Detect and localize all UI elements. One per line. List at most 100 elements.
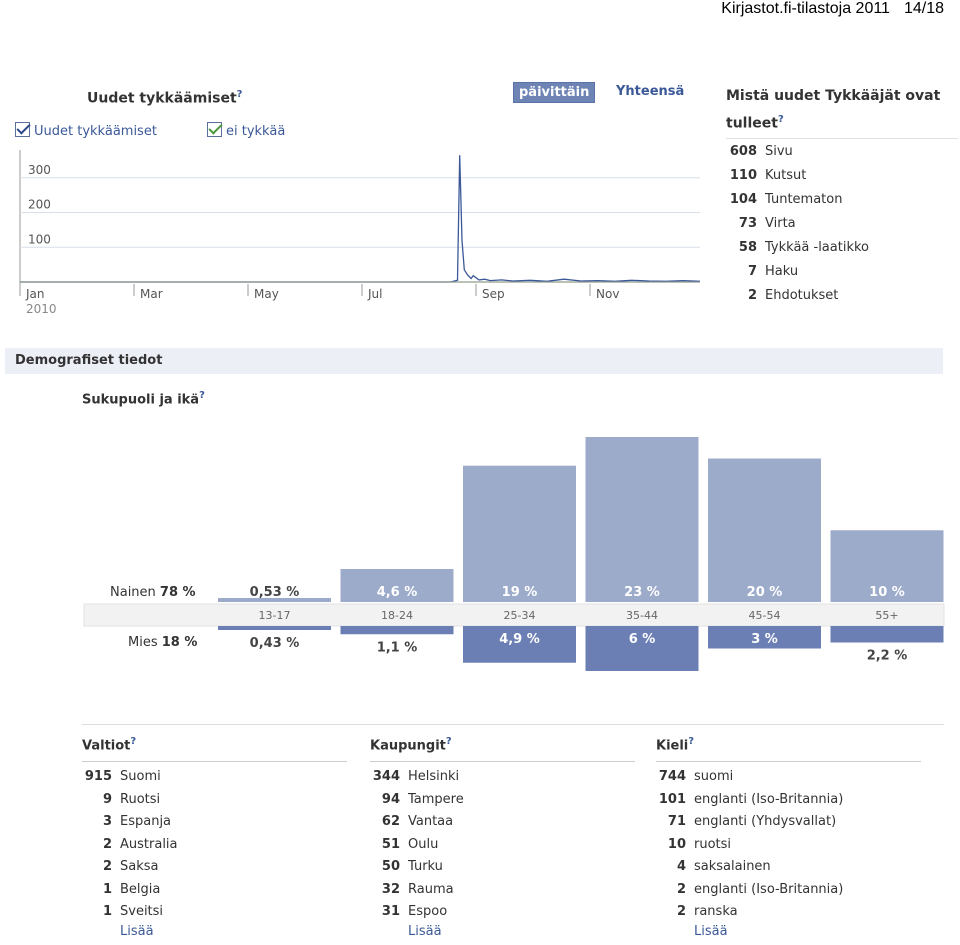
source-count: 58	[738, 240, 757, 255]
demographics-title: Demografiset tiedot	[15, 353, 163, 368]
list-item-count: 62	[381, 814, 400, 830]
x-tick-label: Jul	[367, 287, 382, 301]
y-tick-label: 100	[28, 232, 51, 246]
male-value-label: 6 %	[629, 632, 656, 647]
likes-panel: Uudet tykkäämiset? Uudet tykkäämiset ei …	[15, 80, 705, 325]
source-row: 2 Ehdotukset	[722, 288, 838, 303]
section-divider	[82, 724, 944, 725]
gender-age-bar-chart: Nainen 78 % Mies 18 % 0,53 % 13-17 0,43 % 4,6…	[83, 437, 945, 671]
checkbox-icon[interactable]	[207, 122, 222, 137]
list-item-count: 4	[676, 859, 686, 875]
list-item-label: Ruotsi	[120, 791, 161, 807]
list-item: 10 ruotsi	[656, 834, 921, 857]
female-value-label: 23 %	[624, 585, 660, 600]
list-item-count: 101	[658, 791, 686, 807]
female-bar	[463, 465, 576, 602]
list-item-count: 31	[381, 904, 400, 920]
list-item: 9 Ruotsi	[82, 789, 347, 812]
daily-button[interactable]: päivittäin	[513, 82, 596, 103]
document-header: Kirjastot.fi-tilastoja 2011 14/18	[721, 0, 944, 18]
list-item-count: 94	[381, 791, 400, 807]
list-item-label: Oulu	[408, 836, 439, 852]
source-row: 608 Sivu	[722, 144, 793, 159]
list-item: 62 Vantaa	[370, 811, 635, 834]
male-value-label: 4,9 %	[499, 632, 540, 647]
likes-title: Uudet tykkäämiset?	[87, 89, 242, 107]
list-item: 2 Saksa	[82, 856, 347, 879]
list-item-label: englanti (Iso-Britannia)	[694, 881, 844, 897]
male-value-label: 1,1 %	[377, 640, 418, 655]
age-category-label: 18-24	[381, 609, 413, 622]
female-value-label: 10 %	[869, 585, 905, 600]
countries-title: Valtiot?	[82, 736, 347, 763]
female-bar	[340, 569, 454, 602]
countries-more-link[interactable]: Lisää	[120, 923, 154, 939]
source-row: 110 Kutsut	[722, 168, 806, 183]
legend-unlikes-toggle[interactable]: ei tykkää	[207, 122, 285, 139]
source-label: Tuntematon	[765, 192, 843, 207]
list-item-label: englanti (Iso-Britannia)	[694, 791, 844, 807]
gender-age-title: Sukupuoli ja ikä?	[82, 390, 205, 407]
languages-title: Kieli?	[656, 736, 921, 763]
languages-help-icon[interactable]: ?	[688, 736, 695, 747]
checkbox-icon[interactable]	[15, 122, 30, 137]
list-item-label: saksalainen	[694, 859, 771, 875]
gender-age-help-icon[interactable]: ?	[199, 390, 205, 401]
list-item-count: 51	[381, 836, 400, 852]
source-label: Kutsut	[765, 168, 807, 183]
sources-help-icon[interactable]: ?	[777, 114, 784, 125]
likes-title-text: Uudet tykkäämiset	[87, 90, 237, 107]
list-item-label: Sveitsi	[120, 904, 164, 920]
list-item-count: 744	[658, 769, 686, 785]
list-item-count: 2	[102, 859, 112, 875]
legend-likes-toggle[interactable]: Uudet tykkäämiset	[15, 122, 157, 139]
male-bar	[340, 626, 454, 635]
list-item-label: suomi	[694, 769, 734, 785]
male-label: Mies 18 %	[128, 635, 197, 650]
list-item-label: Suomi	[120, 769, 161, 785]
sources-title-text: Mistä uudet Tykkääjät ovat tulleet	[726, 88, 941, 132]
total-button[interactable]: Yhteensä	[616, 84, 685, 99]
female-bar	[585, 437, 699, 602]
source-label: Virta	[765, 216, 796, 231]
list-item: 2 englanti (Iso-Britannia)	[656, 879, 921, 902]
countries-help-icon[interactable]: ?	[130, 736, 137, 747]
list-item-label: Espanja	[120, 814, 172, 830]
female-value-label: 0,53 %	[250, 585, 300, 600]
cities-title-text: Kaupungit	[370, 738, 446, 754]
list-item-label: Australia	[120, 836, 178, 852]
female-value-label: 20 %	[747, 585, 783, 600]
cities-more-link[interactable]: Lisää	[408, 923, 442, 939]
age-category-label: 25-34	[504, 609, 536, 622]
male-bar	[218, 626, 331, 630]
female-bar	[708, 458, 821, 602]
list-item-count: 2	[102, 836, 112, 852]
source-count: 73	[738, 216, 757, 231]
age-category-label: 55+	[875, 609, 898, 622]
male-bar	[830, 626, 944, 643]
list-item: 4 saksalainen	[656, 856, 921, 879]
list-item-label: ranska	[694, 904, 738, 920]
sources-title: Mistä uudet Tykkääjät ovat tulleet?	[726, 85, 958, 139]
list-item: 94 Tampere	[370, 789, 635, 812]
list-item-count: 3	[102, 814, 112, 830]
female-value-label: 19 %	[502, 585, 538, 600]
y-tick-label: 200	[28, 198, 51, 212]
list-item-count: 915	[84, 769, 112, 785]
list-item-label: englanti (Yhdysvallat)	[694, 814, 837, 830]
x-tick-label: Nov	[596, 287, 619, 301]
cities-help-icon[interactable]: ?	[445, 736, 452, 747]
female-bar	[218, 598, 331, 602]
age-category-label: 13-17	[259, 609, 291, 622]
source-row: 104 Tuntematon	[722, 192, 843, 207]
x-tick-label: Mar	[140, 287, 163, 301]
list-item-label: Helsinki	[408, 769, 460, 785]
likes-help-icon[interactable]: ?	[236, 89, 243, 100]
list-item-count: 10	[667, 836, 686, 852]
list-item-label: Espoo	[408, 904, 448, 920]
list-item-count: 71	[667, 814, 686, 830]
languages-more-link[interactable]: Lisää	[694, 923, 728, 939]
male-value-label: 3 %	[751, 632, 778, 647]
list-item: 915 Suomi	[82, 766, 347, 789]
list-item: 344 Helsinki	[370, 766, 635, 789]
